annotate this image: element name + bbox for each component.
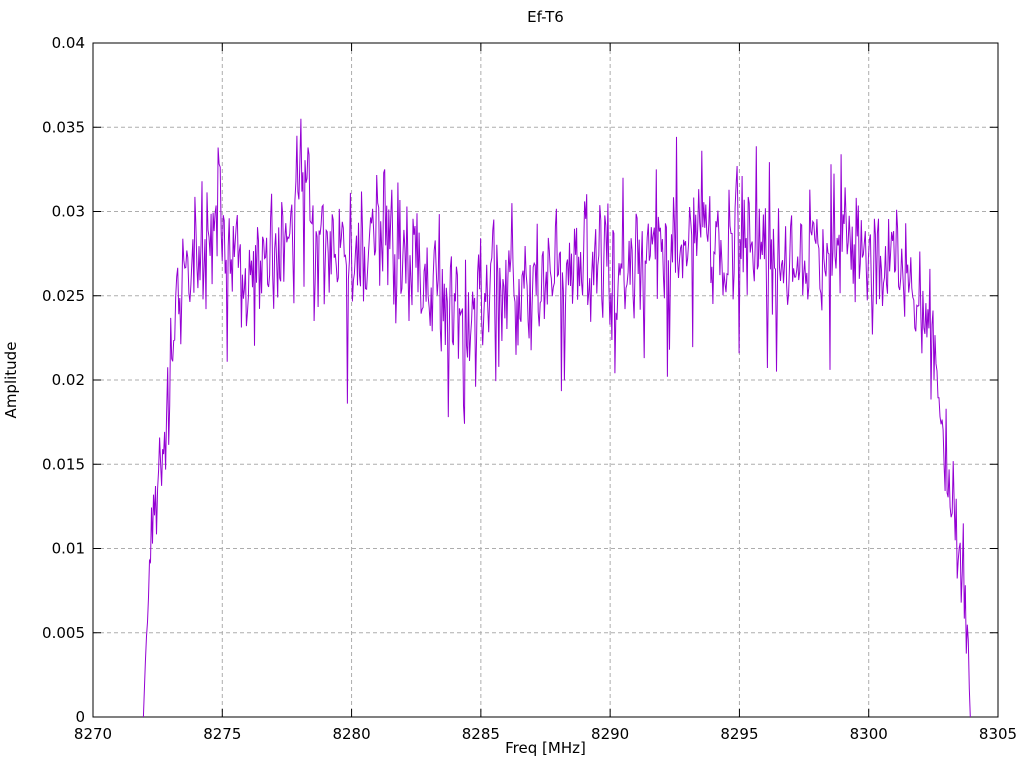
x-axis-label: Freq [MHz] — [505, 739, 586, 757]
y-axis-label: Amplitude — [2, 341, 20, 419]
y-tick-label: 0.03 — [52, 203, 85, 221]
x-tick-label: 8280 — [332, 725, 370, 743]
x-tick-label: 8305 — [979, 725, 1017, 743]
y-tick-label: 0.02 — [52, 371, 85, 389]
chart-title: Ef-T6 — [527, 8, 564, 26]
y-tick-label: 0.005 — [42, 624, 85, 642]
x-tick-label: 8285 — [462, 725, 500, 743]
y-tick-label: 0.025 — [42, 287, 85, 305]
y-tick-label: 0.015 — [42, 455, 85, 473]
axis-layer — [92, 42, 999, 718]
x-tick-label: 8300 — [850, 725, 888, 743]
tick-label-layer: 8270 8275 8280 8285 8290 8295 8300 8305 0 0.005 0.… — [42, 34, 1017, 743]
y-tick-label: 0.035 — [42, 118, 85, 136]
x-tick-label: 8295 — [720, 725, 758, 743]
grid-layer — [93, 43, 998, 717]
y-tick-label: 0.01 — [52, 540, 85, 558]
spectrum-trace — [142, 118, 971, 718]
x-tick-label: 8275 — [203, 725, 241, 743]
x-tick-label: 8290 — [591, 725, 629, 743]
x-tick-label: 8270 — [74, 725, 112, 743]
y-tick-label: 0.04 — [52, 34, 85, 52]
y-tick-label: 0 — [75, 708, 85, 726]
